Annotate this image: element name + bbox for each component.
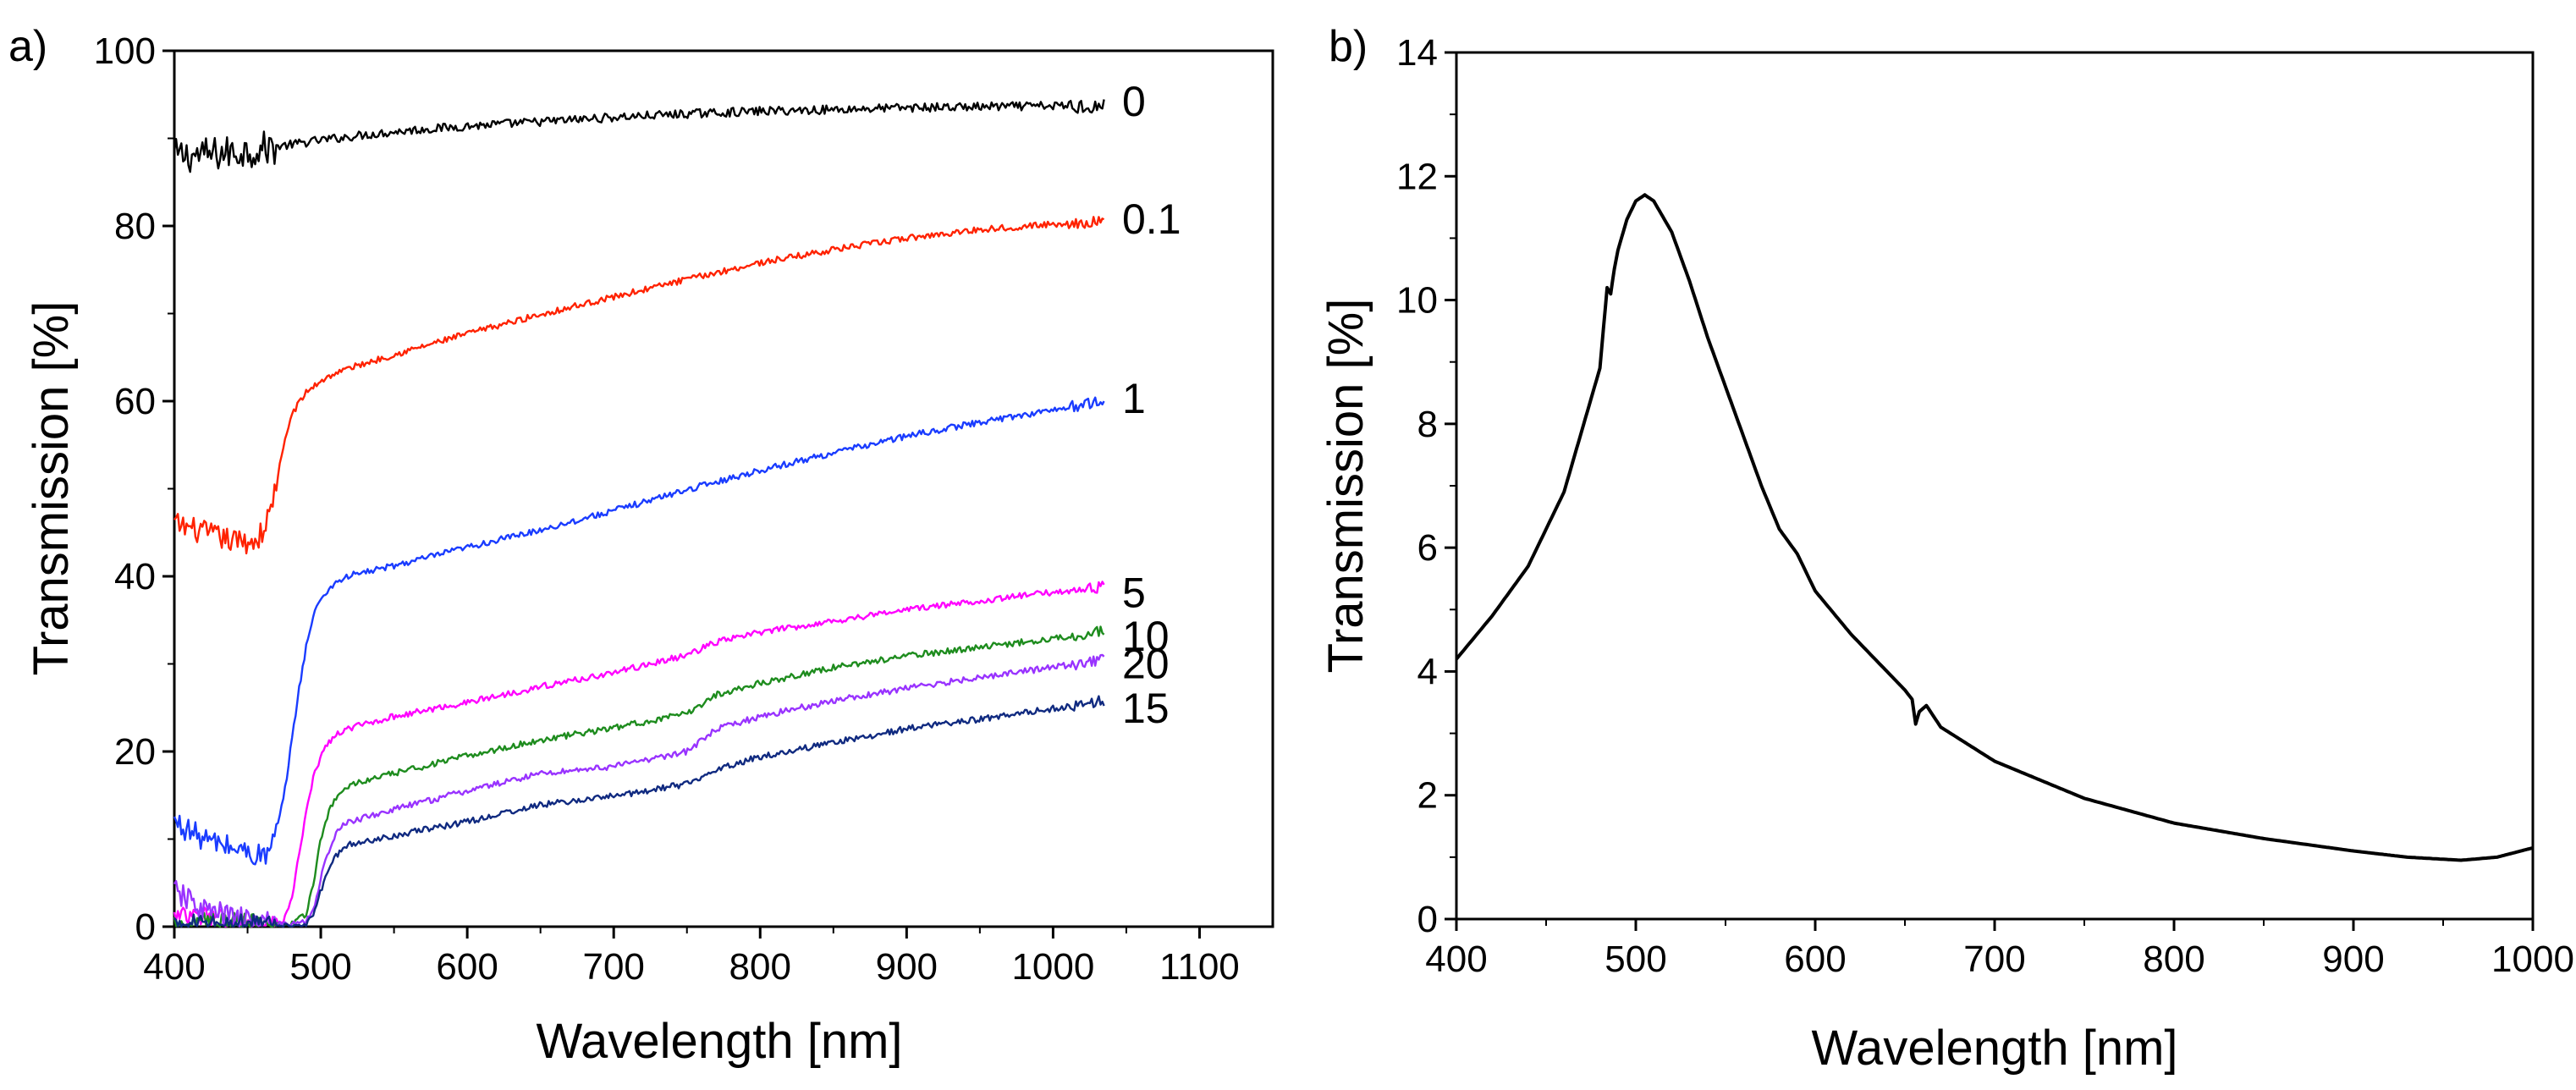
- panel-a-series-1: [173, 396, 1105, 866]
- panel-b-series-group: [1455, 193, 2534, 862]
- panel-a-series-group: [173, 99, 1105, 928]
- panel-a-y-axis-title: Transmission [%]: [24, 301, 79, 676]
- panel-b-label: b): [1329, 22, 1368, 71]
- panel-a-y-ticks: 0 20 40 60 80 100: [94, 30, 174, 948]
- panel-a-y-tick-label: 40: [114, 556, 156, 597]
- panel-a-series-15: [173, 695, 1105, 928]
- panel-a-x-axis-title: Wavelength [nm]: [536, 1014, 902, 1069]
- panel-a-end-label-15: 15: [1122, 685, 1170, 732]
- panel-a-series-0-1: [173, 216, 1105, 555]
- panel-a-x-tick-label: 1100: [1159, 946, 1240, 988]
- panel-b-y-tick-label: 0: [1417, 899, 1438, 940]
- panel-b-x-tick-label: 900: [2322, 939, 2384, 980]
- panel-a-x-tick-label: 1000: [1011, 946, 1094, 988]
- panel-a-end-label-5: 5: [1122, 569, 1146, 616]
- panel-b-plot-frame: [1455, 51, 2535, 921]
- panel-a-end-label-1: 1: [1122, 375, 1146, 422]
- panel-b-x-axis-title: Wavelength [nm]: [1811, 1021, 2177, 1076]
- panel-b-x-ticks: 400 500 600 700 800 900 1000: [1425, 919, 2574, 980]
- panel-a-x-tick-label: 400: [143, 946, 205, 988]
- panel-b-x-tick-label: 400: [1425, 939, 1487, 980]
- panel-a-x-tick-label: 900: [876, 946, 938, 988]
- panel-b-y-tick-label: 2: [1417, 775, 1438, 817]
- panel-b-x-tick-label: 800: [2143, 939, 2204, 980]
- panel-a-x-ticks: 400 500 600 700 800 900 1000 1100: [143, 927, 1240, 988]
- panel-b-x-tick-label: 1000: [2491, 939, 2574, 980]
- panel-a-label: a): [8, 22, 47, 71]
- panel-a-end-label-10: 10: [1122, 613, 1170, 660]
- panel-b-y-tick-label: 14: [1396, 32, 1438, 74]
- panel-a-y-tick-label: 20: [114, 731, 156, 773]
- panel-b-y-tick-label: 12: [1396, 156, 1438, 197]
- panel-a-end-label-0-1: 0.1: [1122, 195, 1181, 243]
- panel-b-y-tick-label: 10: [1396, 280, 1438, 322]
- panel-a: a) 400 500 600 700 800 900 1000 1100 0204060801…: [8, 22, 1274, 1069]
- panel-a-series-20: [173, 653, 1105, 928]
- panel-b-y-axis-title: Transmission [%]: [1318, 299, 1373, 674]
- panel-a-y-tick-label: 80: [114, 206, 156, 247]
- panel-b: b) 400 500 600 700 800 900 1000 0 2 4 6 8 10 12 14 Wa…: [1318, 22, 2574, 1076]
- panel-a-end-label-0: 0: [1122, 78, 1146, 125]
- panel-b-y-tick-label: 6: [1417, 527, 1438, 569]
- panel-a-series-10: [173, 625, 1105, 928]
- panel-a-y-tick-label: 100: [94, 30, 156, 72]
- panel-a-series-0: [173, 99, 1105, 173]
- panel-a-end-label-20: 20: [1122, 640, 1170, 687]
- panel-b-y-tick-label: 8: [1417, 404, 1438, 445]
- panel-a-x-tick-label: 700: [582, 946, 644, 988]
- panel-b-x-tick-label: 700: [1963, 939, 2025, 980]
- panel-b-series: [1455, 193, 2534, 862]
- panel-a-x-tick-label: 600: [436, 946, 498, 988]
- panel-b-y-tick-label: 4: [1417, 651, 1438, 692]
- panel-a-x-tick-label: 500: [289, 946, 351, 988]
- panel-a-series-5: [173, 581, 1105, 928]
- panel-b-x-tick-label: 500: [1604, 939, 1666, 980]
- panel-b-y-ticks: 0 2 4 6 8 10 12 14: [1396, 32, 1456, 940]
- panel-b-x-tick-label: 600: [1784, 939, 1846, 980]
- panel-a-y-tick-label: 0: [135, 906, 156, 948]
- panel-a-y-tick-label: 60: [114, 381, 156, 422]
- panel-a-x-tick-label: 800: [729, 946, 791, 988]
